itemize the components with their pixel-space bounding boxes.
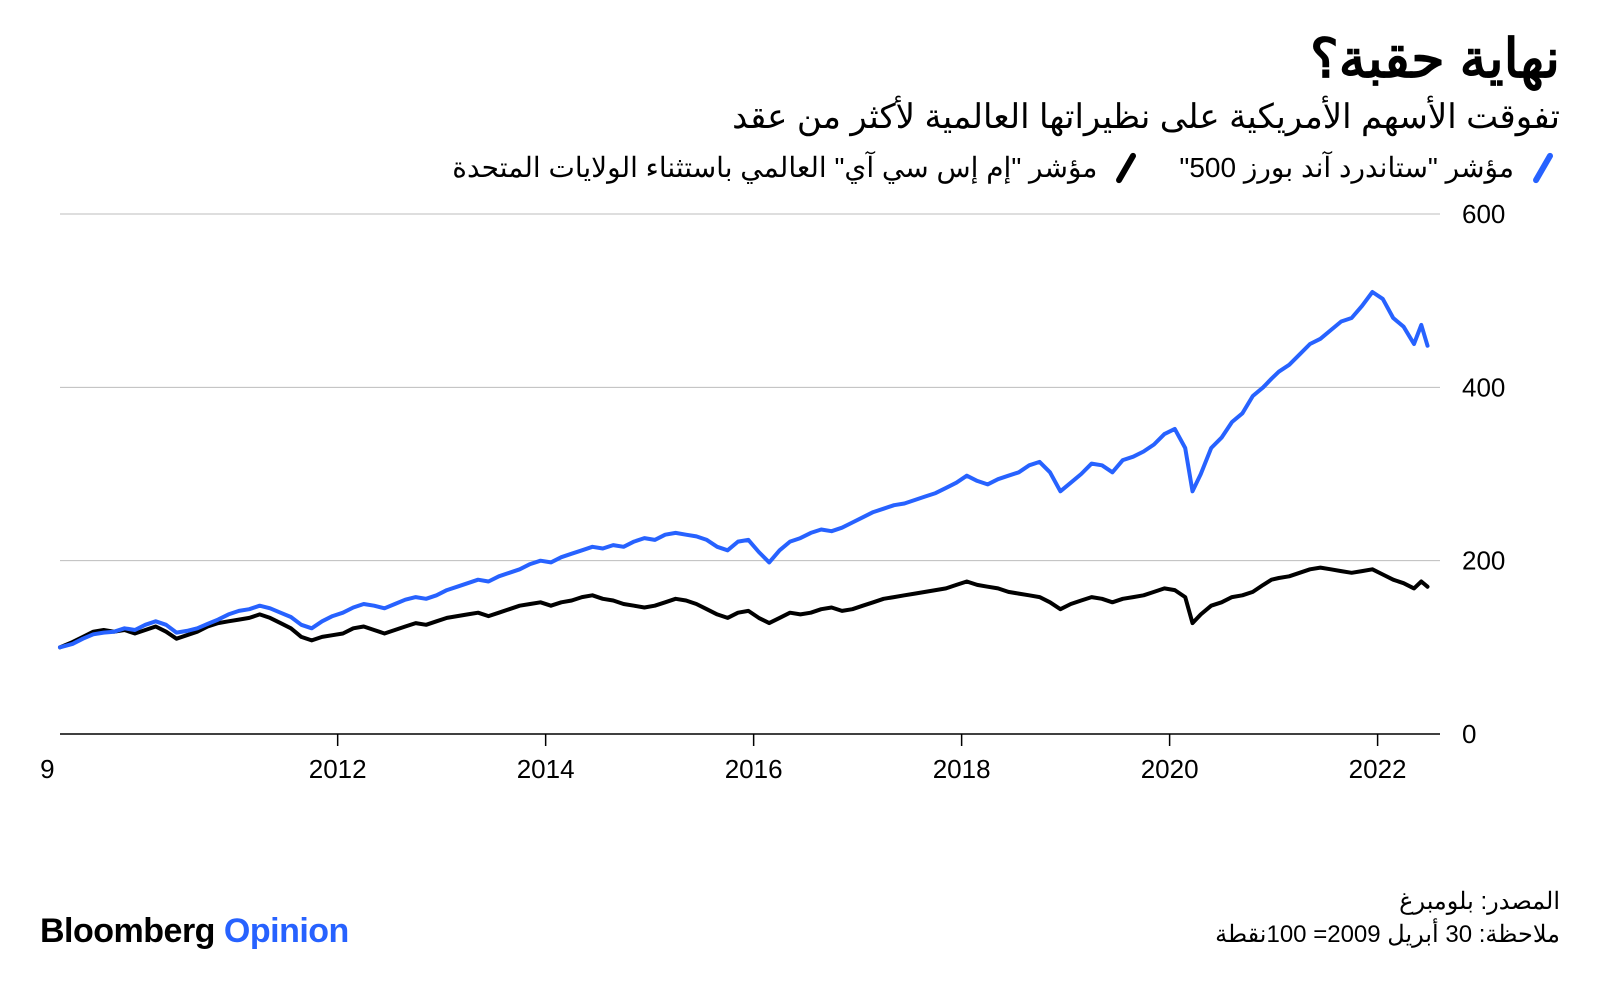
note-text: ملاحظة: 30 أبريل 2009= 100نقطة (1215, 919, 1560, 951)
chart-subtitle: تفوقت الأسهم الأمريكية على نظيراتها العا… (40, 97, 1560, 137)
brand-secondary: Opinion (224, 912, 349, 950)
svg-text:600: 600 (1462, 199, 1505, 229)
legend-item-sp500: مؤشر "ستاندرد آند بورز 500" (1179, 151, 1560, 184)
chart-svg: 0 200 400 600 2009 2012 2014 2016 2018 2020 2022 (40, 194, 1560, 834)
legend-item-msci: مؤشر "إم إس سي آي" العالمي باستثناء الول… (452, 151, 1143, 184)
svg-text:2018: 2018 (933, 754, 991, 784)
svg-text:0: 0 (1462, 719, 1476, 749)
svg-text:400: 400 (1462, 373, 1505, 403)
svg-text:2014: 2014 (517, 754, 575, 784)
svg-text:2016: 2016 (725, 754, 783, 784)
plot-area: 0 200 400 600 2009 2012 2014 2016 2018 2020 2022 (40, 194, 1560, 834)
chart-container: نهاية حقبة؟ تفوقت الأسهم الأمريكية على ن… (0, 0, 1600, 981)
source-text: المصدر: بلومبرغ (1215, 886, 1560, 918)
brand-primary: Bloomberg (40, 912, 215, 950)
legend: مؤشر "ستاندرد آند بورز 500" مؤشر "إم إس … (40, 151, 1560, 184)
legend-label-msci: مؤشر "إم إس سي آي" العالمي باستثناء الول… (452, 151, 1097, 184)
svg-text:2022: 2022 (1349, 754, 1407, 784)
footer: Bloomberg Opinion المصدر: بلومبرغ ملاحظة… (40, 886, 1560, 951)
svg-text:2009: 2009 (40, 754, 55, 784)
svg-text:200: 200 (1462, 546, 1505, 576)
brand-logo: Bloomberg Opinion (40, 912, 349, 951)
legend-swatch-sp500 (1532, 152, 1554, 184)
chart-title: نهاية حقبة؟ (40, 30, 1560, 89)
svg-text:2012: 2012 (309, 754, 367, 784)
legend-label-sp500: مؤشر "ستاندرد آند بورز 500" (1179, 151, 1514, 184)
svg-text:2020: 2020 (1141, 754, 1199, 784)
series-sp500 (60, 292, 1428, 647)
footer-notes: المصدر: بلومبرغ ملاحظة: 30 أبريل 2009= 1… (1215, 886, 1560, 951)
legend-swatch-msci (1115, 152, 1137, 184)
